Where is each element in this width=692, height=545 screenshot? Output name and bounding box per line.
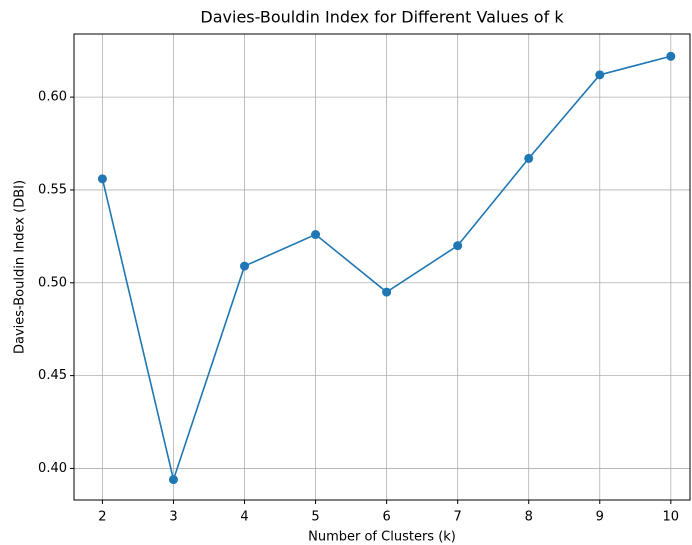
x-axis-label: Number of Clusters (k) — [308, 530, 456, 545]
chart-title: Davies-Bouldin Index for Different Value… — [200, 8, 564, 27]
marker — [524, 153, 534, 163]
plot-frame — [73, 33, 691, 501]
x-tick-label: 8 — [525, 510, 533, 525]
x-tick-label: 7 — [454, 510, 462, 525]
marker — [453, 241, 463, 251]
x-tick-label: 9 — [596, 510, 604, 525]
marker — [595, 70, 605, 80]
y-tick-label: 0.40 — [38, 461, 67, 476]
x-tick-label: 4 — [240, 510, 248, 525]
x-tick-label: 6 — [382, 510, 390, 525]
y-tick-label: 0.55 — [38, 182, 67, 197]
y-tick-label: 0.45 — [38, 368, 67, 383]
marker — [382, 287, 392, 297]
y-tick-label: 0.60 — [38, 90, 67, 105]
x-tick-label: 3 — [169, 510, 177, 525]
marker — [240, 261, 250, 271]
marker — [666, 51, 676, 61]
marker — [311, 230, 321, 240]
x-tick-label: 10 — [663, 510, 680, 525]
marker — [97, 174, 107, 184]
x-tick-label: 2 — [98, 510, 106, 525]
y-tick-label: 0.50 — [38, 275, 67, 290]
x-tick-label: 5 — [311, 510, 319, 525]
y-axis-label: Davies-Bouldin Index (DBI) — [13, 180, 28, 354]
marker — [168, 475, 178, 485]
